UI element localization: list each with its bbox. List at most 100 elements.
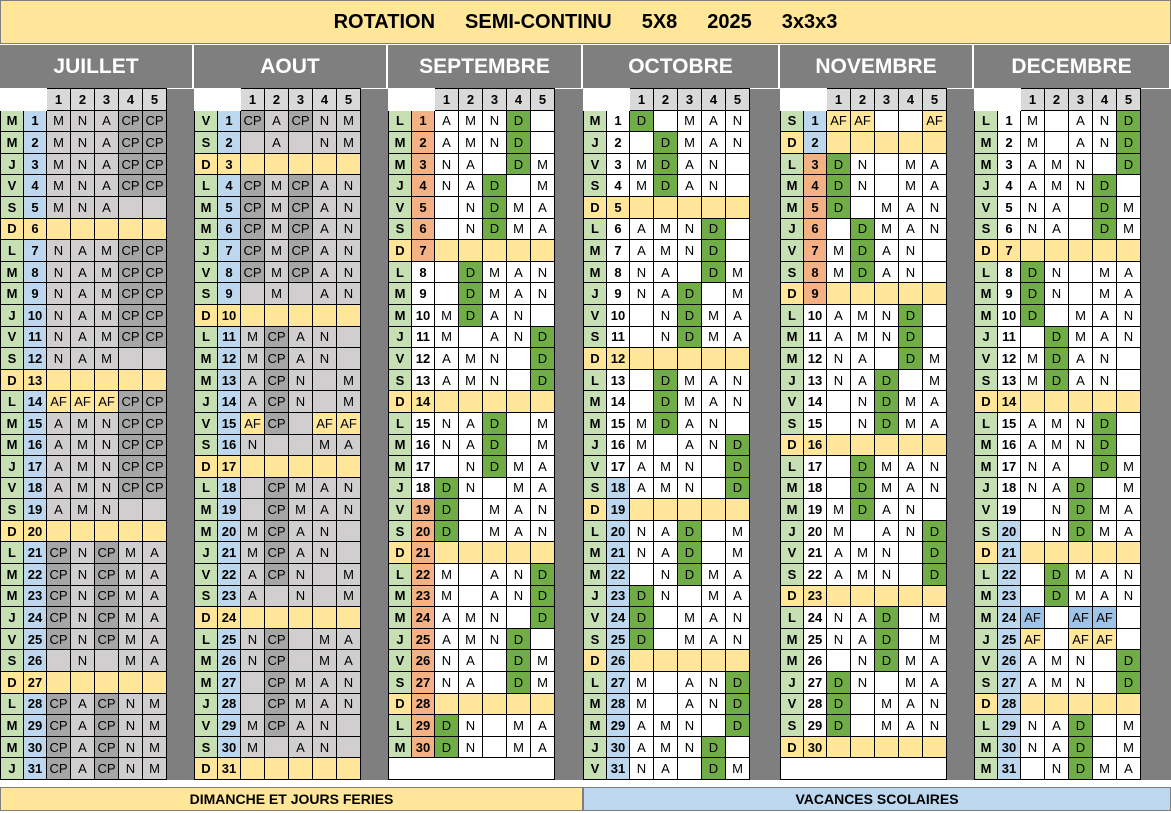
shift-cell: M: [850, 325, 875, 349]
shift-cell: N: [46, 239, 71, 262]
shift-cell: A: [850, 368, 875, 392]
shift-cell: CP: [118, 303, 143, 327]
date: 13: [803, 368, 827, 392]
shift-cell: [1116, 239, 1141, 262]
shift-cell: N: [70, 131, 95, 154]
weekday: D: [388, 239, 412, 262]
shift-cell: A: [46, 476, 71, 500]
date: 6: [411, 217, 435, 241]
date: 11: [606, 325, 630, 349]
date: 5: [606, 195, 630, 219]
shift-cell: N: [70, 541, 95, 565]
day-row: M 16 A M N CP CP: [0, 433, 195, 457]
shift-cell: N: [434, 152, 459, 176]
shift-cell: N: [701, 174, 726, 197]
shift-cell: M: [46, 131, 71, 154]
shift-cell: D: [653, 368, 678, 392]
shift-cell: A: [1092, 563, 1117, 586]
shift-cell: A: [1068, 347, 1093, 370]
weekday: S: [194, 735, 218, 759]
date: 4: [23, 174, 47, 197]
shift-cell: [312, 606, 337, 629]
shift-cell: [506, 411, 531, 435]
weekday: M: [583, 260, 607, 284]
weekday: J: [780, 671, 804, 694]
shift-cell: D: [850, 239, 875, 262]
shift-cell: N: [629, 541, 654, 565]
shift-cell: M: [1020, 368, 1045, 392]
shift-cell: CP: [46, 714, 71, 737]
shift-cell: CP: [264, 627, 289, 651]
shift-cell: D: [629, 606, 654, 629]
weekday: J: [388, 174, 412, 197]
shift-cell: [46, 519, 71, 543]
shift-cell: [434, 282, 459, 305]
shift-cell: A: [826, 303, 851, 327]
shift-cell: [826, 217, 851, 241]
date: 4: [803, 174, 827, 197]
shift-cell: [898, 131, 923, 154]
weekday: M: [0, 260, 24, 284]
shift-cell: D: [1044, 347, 1069, 370]
day-row: S 12 N A M: [0, 347, 195, 370]
shift-cell: [874, 433, 899, 457]
day-row: M 26 N CP M A: [194, 649, 389, 673]
shift-cell: [826, 649, 851, 673]
weekday: J: [388, 325, 412, 349]
date: 12: [803, 347, 827, 370]
date: 8: [411, 260, 435, 284]
shift-cell: M: [922, 347, 947, 370]
shift-cell: M: [434, 584, 459, 608]
shift-cell: N: [1092, 131, 1117, 154]
date: 14: [997, 390, 1021, 413]
shift-cell: N: [434, 433, 459, 457]
date: 31: [997, 757, 1021, 780]
shift-cell: M: [1092, 282, 1117, 305]
date: 20: [606, 519, 630, 543]
date: 29: [411, 714, 435, 737]
shift-cell: [850, 584, 875, 608]
shift-cell: [826, 390, 851, 413]
weekday: M: [780, 347, 804, 370]
shift-cell: CP: [94, 735, 119, 759]
shift-cell: [506, 368, 531, 392]
weekday: D: [780, 282, 804, 305]
shift-cell: [1044, 390, 1069, 413]
weekday: M: [974, 433, 998, 457]
shift-cell: N: [850, 671, 875, 694]
shift-cell: [677, 649, 702, 673]
shift-cell: N: [482, 606, 507, 629]
shift-cell: A: [458, 174, 483, 197]
shift-cell: [530, 109, 555, 133]
team-header-3: 3: [482, 88, 507, 111]
shift-cell: D: [458, 282, 483, 305]
day-row: M 19 CP M A N: [194, 498, 389, 521]
shift-cell: D: [434, 735, 459, 759]
shift-cell: M: [506, 476, 531, 500]
team-header-3: 3: [94, 88, 119, 111]
shift-cell: N: [482, 627, 507, 651]
weekday: V: [583, 303, 607, 327]
shift-cell: N: [336, 498, 361, 521]
shift-cell: D: [434, 519, 459, 543]
shift-cell: D: [653, 174, 678, 197]
day-row: J 13 N A D M: [780, 368, 975, 392]
shift-cell: D: [701, 757, 726, 780]
shift-cell: [70, 217, 95, 241]
shift-cell: D: [677, 541, 702, 565]
shift-cell: [725, 152, 750, 176]
day-row: V 11 N A M CP CP: [0, 325, 195, 349]
date: 19: [606, 498, 630, 521]
team-header-2: 2: [1044, 88, 1069, 111]
shift-cell: A: [629, 476, 654, 500]
shift-cell: [312, 455, 337, 478]
shift-cell: M: [458, 131, 483, 154]
shift-cell: [506, 347, 531, 370]
date: 10: [411, 303, 435, 327]
shift-cell: [288, 757, 313, 780]
shift-cell: M: [898, 411, 923, 435]
day-row: M 31 N D M A: [974, 757, 1171, 780]
